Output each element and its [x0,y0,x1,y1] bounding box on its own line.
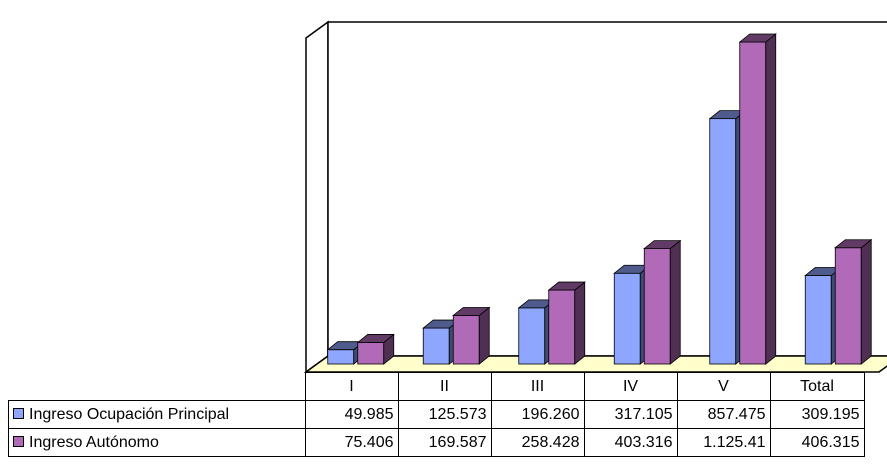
bar-front [613,272,641,365]
bar-front [709,118,737,365]
series-name: Ingreso Ocupación Principal [29,405,230,423]
bar-autonomo-Total [834,238,873,365]
chart-floor [303,355,887,373]
bar-front [518,307,546,365]
category-label-II: II [397,372,492,401]
side-wall [305,20,329,374]
bar-front [548,289,576,365]
bar-side [765,33,777,365]
category-label-V: V [676,372,771,401]
bar-autonomo-I [356,333,395,365]
bar-front [327,349,355,365]
bar-front [739,41,767,365]
data-label-I: 75.406 [304,428,399,457]
data-label-II: 125.573 [397,400,492,429]
series-name-cell: Ingreso Autónomo [8,428,306,457]
data-label-II: 169.587 [397,428,492,457]
bar-autonomo-IV [643,239,682,365]
category-label-I: I [304,372,399,401]
chart-walls [303,20,887,374]
bar-side [574,281,586,365]
chart-bars [326,33,873,365]
category-label-III: III [490,372,585,401]
category-header-row: I II III IV V Total [9,372,865,401]
bar-front [834,247,862,365]
data-label-IV: 403.316 [583,428,678,457]
bar-front [357,342,385,365]
bar-autonomo-V [738,33,777,365]
bar-top [738,33,777,43]
data-label-IV: 317.105 [583,400,678,429]
chart-data-table: I II III IV V Total Ingreso Ocupación Princip… [8,372,865,457]
back-wall [327,21,887,357]
data-label-Total: 406.315 [769,428,865,457]
table-corner [9,373,306,401]
data-label-Total: 309.195 [769,400,865,429]
data-label-III: 258.428 [490,428,585,457]
data-label-V: 1.125.41 [676,428,771,457]
data-label-V: 857.475 [676,400,771,429]
data-label-III: 196.260 [490,400,585,429]
bar-top [452,307,491,316]
legend-key [13,435,24,447]
bar-side [860,238,872,365]
data-label-I: 49.985 [304,400,399,429]
bar-top [356,334,395,343]
bar-top [834,239,873,249]
bar-side [478,306,490,365]
series-row: Ingreso Ocupación Principal 49.985 125.573… [8,400,865,429]
bar-autonomo-II [452,306,491,365]
bar-front [452,315,480,365]
series-name-cell: Ingreso Ocupación Principal [8,400,306,429]
bar-front [643,248,671,365]
series-row: Ingreso Autónomo 75.406 169.587 258.428 403.… [8,428,865,457]
bar-autonomo-III [547,281,586,365]
bar-ocupacion-I [326,340,365,365]
bar-top [547,281,586,291]
legend-key [13,407,24,419]
category-label-Total: Total [769,372,865,401]
bar-front [422,327,450,365]
category-label-IV: IV [583,372,678,401]
bar-side [669,239,681,365]
bar-front [804,275,832,365]
bar-top [643,240,682,250]
series-name: Ingreso Autónomo [29,433,159,451]
